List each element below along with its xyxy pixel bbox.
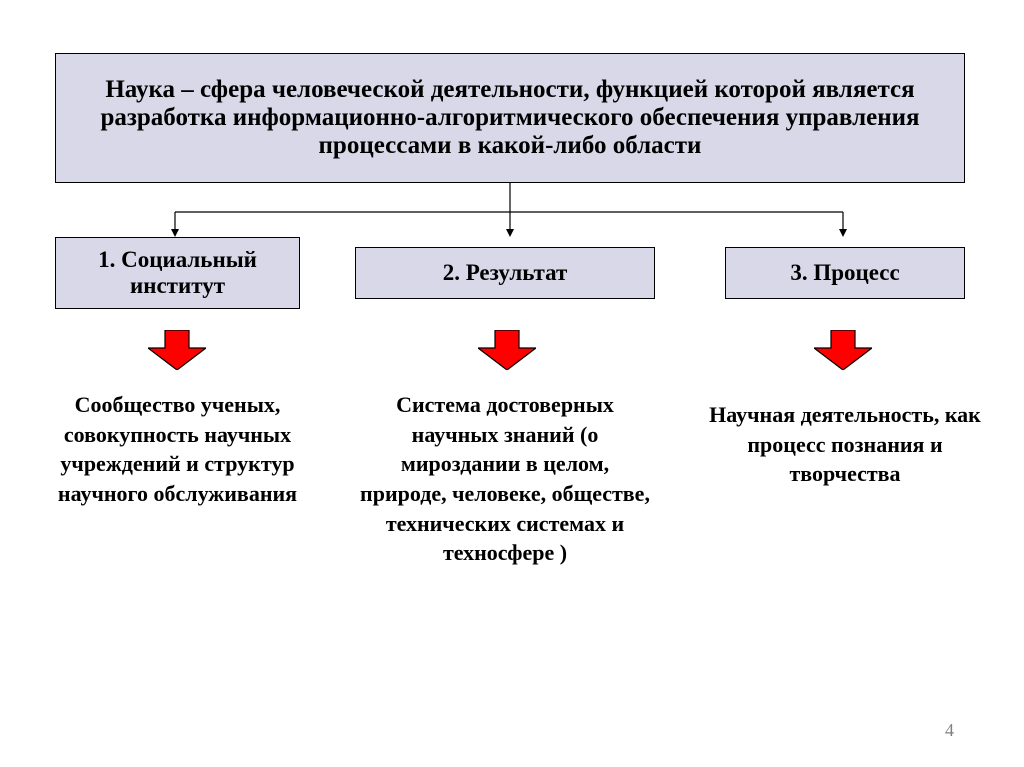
main-definition-text: Наука – сфера человеческой деятельности,… bbox=[76, 76, 944, 160]
description-process: Научная деятельность, как процесс познан… bbox=[700, 400, 990, 489]
down-arrow-icon bbox=[478, 330, 536, 370]
sub-box-result-label: 2. Результат bbox=[443, 260, 568, 286]
description-institute: Сообщество ученых, совокупность научных … bbox=[35, 390, 320, 509]
description-result: Система достоверных научных знаний (о ми… bbox=[355, 390, 655, 568]
sub-box-process: 3. Процесс bbox=[725, 247, 965, 299]
sub-box-process-label: 3. Процесс bbox=[790, 260, 899, 286]
sub-box-result: 2. Результат bbox=[355, 247, 655, 299]
down-arrow-icon bbox=[814, 330, 872, 370]
main-definition-box: Наука – сфера человеческой деятельности,… bbox=[55, 53, 965, 183]
sub-box-institute: 1. Социальный институт bbox=[55, 237, 300, 309]
down-arrow-icon bbox=[148, 330, 206, 370]
page-number: 4 bbox=[945, 720, 954, 741]
sub-box-institute-label: 1. Социальный институт bbox=[66, 247, 289, 299]
